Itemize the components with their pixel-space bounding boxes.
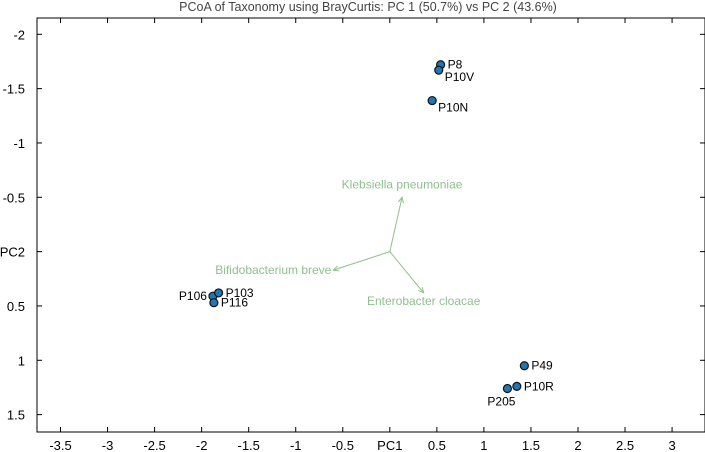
- sample-point: [519, 361, 529, 371]
- x-tick-label: 2.5: [616, 438, 634, 452]
- sample-point-label: P10N: [438, 101, 468, 115]
- x-tick-label: -0.5: [332, 438, 354, 452]
- x-tick-label: -1: [290, 438, 302, 452]
- sample-point: [427, 95, 437, 106]
- sample-point: [434, 65, 444, 75]
- biplot-arrowhead: [418, 286, 425, 294]
- biplot-arrows: Klebsiella pneumoniae Bifidobacterium bre…: [215, 177, 480, 308]
- sample-point-label: P10V: [445, 70, 474, 84]
- sample-point-label: P205: [487, 395, 515, 409]
- sample-point: [213, 288, 224, 298]
- y-axis-ticks: -2 -1.5 -1 -0.5 PC2 0.5 1 1.5: [0, 27, 705, 423]
- sample-point: [209, 298, 219, 308]
- biplot-arrow: [333, 251, 390, 271]
- plot-frame: [36, 17, 705, 433]
- sample-point: [502, 383, 513, 394]
- y-axis-label: PC2: [0, 245, 25, 260]
- x-tick-label: 1: [480, 438, 487, 452]
- sample-point-label: P103: [226, 286, 254, 300]
- x-tick-label: 0.5: [428, 438, 446, 452]
- biplot-arrow: [389, 251, 425, 294]
- y-tick-label: 1: [18, 353, 25, 368]
- x-tick-label: -3.5: [49, 438, 71, 452]
- y-tick-label: 1.5: [7, 408, 25, 423]
- x-tick-label: -2.5: [143, 438, 165, 452]
- biplot-arrow: [389, 197, 403, 252]
- y-tick-label: -0.5: [3, 190, 25, 205]
- biplot-arrowhead: [397, 196, 404, 204]
- x-tick-label: 1.5: [522, 438, 540, 452]
- y-tick-label: -2: [13, 27, 25, 42]
- sample-point-label: P10R: [524, 379, 554, 393]
- x-tick-label: 2: [574, 438, 581, 452]
- y-tick-label: -1.5: [3, 82, 25, 97]
- x-tick-label: 3: [668, 438, 675, 452]
- chart-title: PCoA of Taxonomy using BrayCurtis: PC 1 …: [179, 0, 557, 14]
- biplot-label: Bifidobacterium breve: [215, 263, 331, 277]
- sample-point-label: P116: [221, 296, 248, 310]
- y-tick-label: 0.5: [7, 299, 25, 314]
- x-tick-label: -1.5: [237, 438, 259, 452]
- x-axis-label: PC1: [377, 438, 402, 452]
- sample-point: [512, 381, 522, 391]
- x-tick-label: -3: [102, 438, 114, 452]
- sample-point-label: P49: [531, 359, 553, 373]
- y-tick-label: -1: [13, 136, 25, 151]
- sample-point-label: P106: [179, 289, 207, 303]
- biplot-label: Klebsiella pneumoniae: [342, 177, 463, 191]
- x-axis-ticks: -3.5 -3 -2.5 -2 -1.5 -1 -0.5 PC1 0.5 1 1.5 2 2.5 3: [49, 18, 676, 452]
- sample-point-label: P8: [448, 58, 463, 72]
- biplot-arrowhead: [332, 265, 340, 272]
- biplot-label: Enterobacter cloacae: [367, 294, 481, 308]
- x-tick-label: -2: [196, 438, 208, 452]
